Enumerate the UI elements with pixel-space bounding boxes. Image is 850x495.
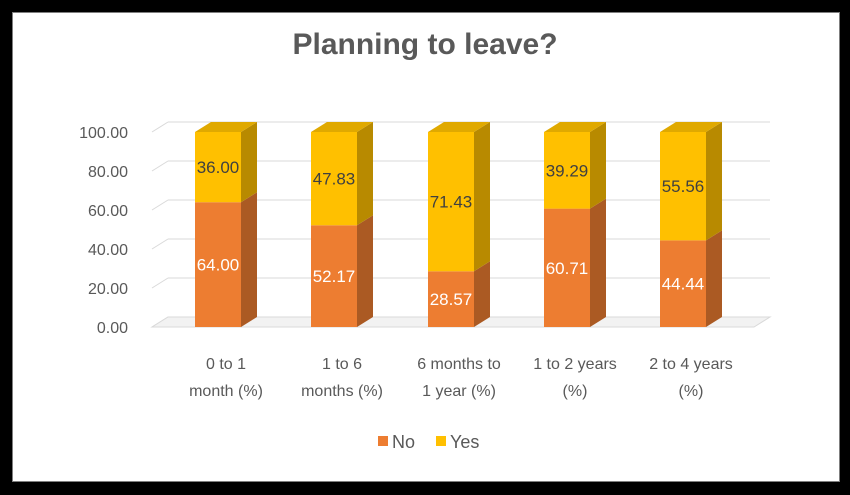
bar-no-side [474, 261, 490, 327]
legend-label-yes: Yes [450, 432, 479, 452]
y-tick-label: 100.00 [79, 125, 128, 142]
gridline-side [151, 277, 169, 289]
x-tick-label: (%) [679, 383, 704, 400]
x-tick-label: months (%) [301, 383, 383, 400]
y-tick-label: 20.00 [88, 281, 128, 298]
x-tick-label: 2 to 4 years [649, 356, 733, 373]
bar-yes-front [195, 132, 241, 203]
bar-no-side [241, 192, 257, 327]
data-label: 28.57 [430, 290, 473, 309]
bar-yes-front [311, 132, 357, 226]
data-label: 44.44 [662, 275, 705, 294]
bar-no-front [195, 202, 241, 327]
bar-no-side [706, 230, 722, 327]
bar-top [428, 122, 490, 132]
bar-yes-side [590, 122, 606, 209]
gridline-side [151, 121, 169, 133]
bar-yes-side [357, 122, 373, 226]
data-label: 36.00 [197, 158, 240, 177]
bar-no-front [311, 225, 357, 327]
legend-swatch-yes [436, 436, 446, 446]
bar-yes-front [660, 132, 706, 241]
bar-yes-side [706, 122, 722, 241]
bar-yes-front [428, 132, 474, 272]
data-label: 47.83 [313, 170, 356, 189]
data-label: 71.43 [430, 193, 473, 212]
y-tick-label: 80.00 [88, 164, 128, 181]
bar-no-front [428, 271, 474, 327]
x-tick-label: 6 months to [417, 356, 501, 373]
bar-top [195, 122, 257, 132]
gridline-side [151, 199, 169, 211]
data-label: 39.29 [546, 161, 589, 180]
x-tick-label: 1 to 2 years [533, 356, 617, 373]
bar-no-side [357, 215, 373, 327]
y-tick-label: 0.00 [97, 320, 128, 337]
bar-yes-front [544, 132, 590, 209]
bar-no-side [590, 198, 606, 327]
bar-no-front [660, 240, 706, 327]
bar-no-front [544, 208, 590, 327]
data-label: 60.71 [546, 259, 589, 278]
x-tick-label: 0 to 1 [206, 356, 246, 373]
bar-top [544, 122, 606, 132]
x-tick-label: (%) [563, 383, 588, 400]
y-tick-label: 60.00 [88, 203, 128, 220]
chart-title: Planning to leave? [292, 28, 558, 61]
data-label: 55.56 [662, 177, 705, 196]
bar-yes-side [474, 122, 490, 272]
data-label: 52.17 [313, 267, 356, 286]
bar-top [311, 122, 373, 132]
legend-label-no: No [392, 432, 415, 452]
data-label: 64.00 [197, 256, 240, 275]
bar-yes-side [241, 122, 257, 203]
x-tick-label: month (%) [189, 383, 263, 400]
gridline-side [151, 160, 169, 172]
y-tick-label: 40.00 [88, 242, 128, 259]
legend-swatch-no [378, 436, 388, 446]
x-tick-label: 1 year (%) [422, 383, 496, 400]
gridline-side [151, 238, 169, 250]
x-tick-label: 1 to 6 [322, 356, 362, 373]
bar-top [660, 122, 722, 132]
